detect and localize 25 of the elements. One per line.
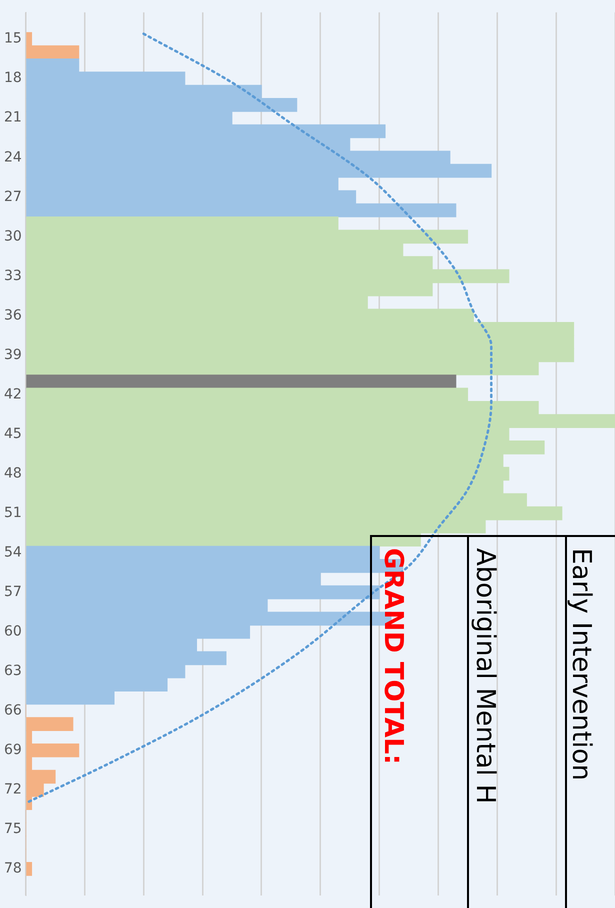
y-tick-label: 66	[4, 702, 22, 719]
y-tick-label: 51	[4, 504, 22, 521]
y-tick-label: 21	[4, 110, 22, 126]
y-tick-label: 72	[4, 782, 22, 798]
y-tick-label: 48	[4, 465, 22, 482]
y-tick-label: 24	[4, 149, 22, 166]
annotation: GRAND TOTAL:	[378, 548, 408, 765]
y-tick-label: 39	[4, 346, 22, 363]
y-tick-label: 33	[4, 268, 22, 284]
y-tick-label: 15	[4, 30, 22, 47]
y-tick-label: 69	[4, 742, 22, 758]
annotation: Early Intervention	[566, 548, 596, 781]
y-tick-label: 60	[4, 623, 22, 640]
y-tick-label: 54	[4, 544, 22, 560]
y-tick-label: 45	[4, 426, 22, 442]
y-tick-label: 57	[4, 584, 22, 600]
y-tick-label: 36	[4, 307, 22, 324]
y-tick-label: 75	[4, 821, 22, 838]
y-tick-label: 78	[4, 860, 22, 877]
annotation: Aboriginal Mental H	[470, 548, 500, 804]
y-tick-label: 30	[4, 228, 22, 244]
y-tick-label: 63	[4, 662, 22, 679]
y-tick-label: 18	[4, 70, 22, 86]
y-tick-label: 27	[4, 188, 22, 205]
y-tick-label: 42	[4, 386, 22, 402]
